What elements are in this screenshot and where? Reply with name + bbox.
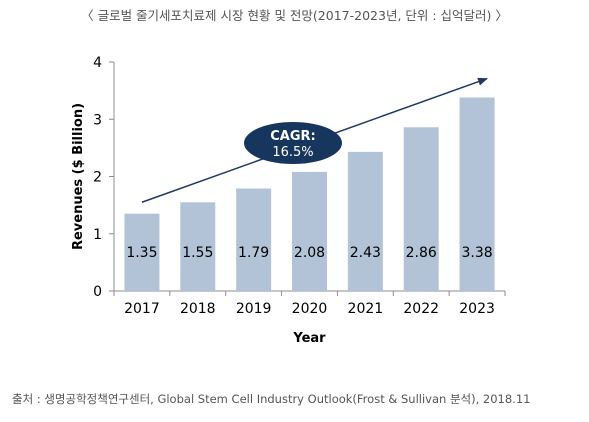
bar [403, 127, 439, 291]
bar [180, 202, 216, 291]
bar [347, 151, 383, 291]
bar [459, 97, 495, 292]
chart-title: 〈 글로벌 줄기세포치료제 시장 현황 및 전망(2017-2023년, 단위 … [81, 8, 508, 23]
cagr-badge [244, 122, 342, 164]
bar [236, 188, 272, 291]
source-note: 출처 : 생명공학정책연구센터, Global Stem Cell Indust… [12, 392, 531, 406]
cagr-value: 16.5% [272, 145, 313, 160]
data-label: 1.35 [126, 245, 157, 261]
x-tick-label: 2022 [403, 301, 439, 317]
data-label: 3.38 [461, 245, 492, 261]
x-tick-label: 2023 [459, 301, 495, 317]
x-tick-label: 2019 [236, 301, 272, 317]
cagr-label: CAGR: [270, 129, 315, 144]
y-tick-label: 2 [93, 170, 102, 186]
bar-chart: 0 1 2 3 4 1.35 2017 1.55 2018 1.79 2019 2.08 2020 2.… [71, 55, 506, 346]
y-tick-label: 4 [93, 55, 102, 71]
x-tick-label: 2021 [348, 301, 384, 317]
data-label: 1.55 [182, 245, 213, 261]
bar [124, 213, 160, 291]
y-tick-label: 3 [93, 112, 102, 128]
x-tick-label: 2017 [124, 301, 160, 317]
bar [292, 171, 327, 291]
y-tick-label: 0 [93, 284, 102, 300]
x-tick-label: 2018 [180, 301, 216, 317]
x-tick-label: 2020 [292, 301, 328, 317]
data-label: 1.79 [238, 245, 269, 261]
y-axis-title: Revenues ($ Billion) [71, 103, 86, 250]
data-label: 2.43 [350, 245, 381, 261]
x-axis-title: Year [292, 331, 326, 346]
data-label: 2.08 [294, 245, 325, 261]
data-label: 2.86 [406, 245, 437, 261]
y-tick-label: 1 [93, 227, 102, 243]
